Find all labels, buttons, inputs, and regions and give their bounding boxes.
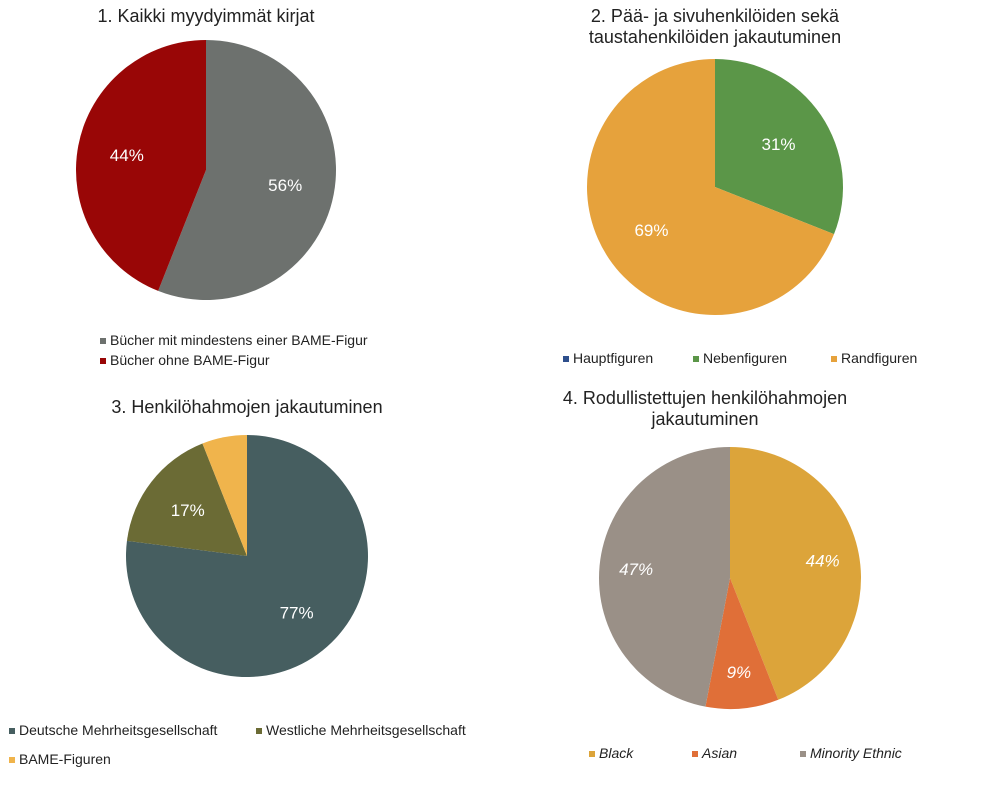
legend-item: Bücher mit mindestens einer BAME-Figur	[100, 332, 368, 348]
legend-item: Westliche Mehrheitsgesellschaft	[256, 722, 466, 738]
legend-item: Asian	[692, 745, 737, 761]
chart1-title: 1. Kaikki myydyimmät kirjat	[97, 6, 315, 26]
chart2-title: 2. Pää- ja sivuhenkilöiden sekä taustahe…	[588, 6, 842, 47]
data-label: 31%	[762, 135, 796, 154]
data-label: 47%	[619, 560, 653, 579]
legend-item: Bücher ohne BAME-Figur	[100, 352, 270, 368]
legend-label: Bücher mit mindestens einer BAME-Figur	[110, 332, 368, 348]
legend-swatch	[800, 751, 806, 758]
pie-slice-4-2	[705, 578, 779, 709]
pie-slice-3-2	[126, 443, 247, 556]
legend-label: Hauptfiguren	[573, 350, 654, 366]
pie-slice-2-3	[587, 59, 835, 315]
legend-item: Minority Ethnic	[800, 745, 902, 761]
legend-swatch	[100, 358, 106, 365]
legend-item: Black	[589, 745, 633, 761]
legend-item: BAME-Figuren	[9, 751, 111, 767]
legend-swatch	[563, 356, 569, 363]
legend-label: Black	[599, 745, 634, 761]
pie-slice-1-2	[76, 40, 206, 291]
pie-slice-3-3	[202, 435, 247, 556]
data-label: 77%	[280, 603, 314, 622]
pie-slice-4-3	[598, 447, 730, 707]
legend-label: Bücher ohne BAME-Figur	[110, 352, 270, 368]
legend-label: Westliche Mehrheitsgesellschaft	[266, 722, 466, 738]
legend-item: Hauptfiguren	[563, 350, 653, 366]
legend-label: BAME-Figuren	[19, 751, 111, 767]
data-label: 44%	[806, 551, 840, 570]
legend-label: Randfiguren	[841, 350, 918, 366]
legend-swatch	[831, 356, 837, 363]
legend-item: Nebenfiguren	[693, 350, 787, 366]
legend-swatch	[9, 757, 15, 764]
data-label: 17%	[171, 501, 205, 520]
legend-swatch	[693, 356, 699, 363]
data-label: 69%	[634, 221, 668, 240]
chart3-title: 3. Henkilöhahmojen jakautuminen	[111, 397, 383, 417]
legend-swatch	[9, 728, 15, 735]
data-label: 56%	[268, 176, 302, 195]
legend-item: Deutsche Mehrheitsgesellschaft	[9, 722, 217, 738]
legend-swatch	[692, 751, 698, 758]
legend-label: Deutsche Mehrheitsgesellschaft	[19, 722, 218, 738]
chart4-title: 4. Rodullistettujen henkilöhahmojen jaka…	[562, 388, 848, 429]
pie-slice-2-2	[715, 59, 843, 235]
legend-swatch	[589, 751, 595, 758]
legend-swatch	[100, 338, 106, 345]
legend-swatch	[256, 728, 262, 735]
legend-item: Randfiguren	[831, 350, 917, 366]
pie-slice-4-1	[730, 447, 861, 700]
legend-label: Nebenfiguren	[703, 350, 788, 366]
data-label: 44%	[110, 146, 144, 165]
pie-slice-1-1	[158, 40, 337, 300]
data-label: 9%	[727, 663, 752, 682]
legend-label: Minority Ethnic	[810, 745, 902, 761]
legend-label: Asian	[702, 745, 738, 761]
